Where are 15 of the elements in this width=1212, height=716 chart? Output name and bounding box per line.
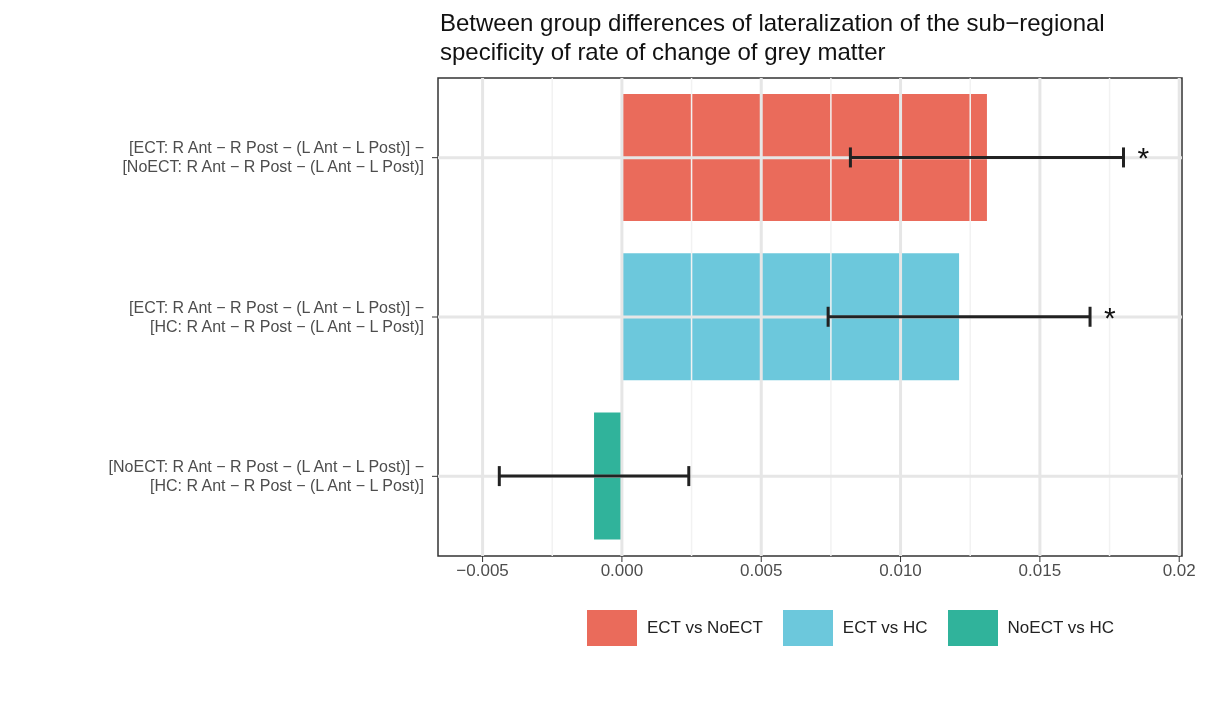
x-tick-label: 0.02 [1162, 561, 1196, 581]
annotation: * [1104, 300, 1117, 334]
chart-title: Between group differences of lateralization of the sub−regional specificity of rate of change of grey matter [440, 8, 1106, 66]
x-tick-label: −0.005 [456, 561, 509, 581]
x-tick-label: 0.000 [600, 561, 644, 581]
legend-label: NoECT vs HC [1007, 618, 1114, 638]
annotation: * [1137, 141, 1150, 175]
x-tick-label: 0.015 [1018, 561, 1062, 581]
legend-label: ECT vs NoECT [646, 618, 763, 638]
y-tick-label: [NoECT: R Ant − R Post − (L Ant − L Post)] − [HC: R Ant − R Post − (L Ant − L Post)] [108, 457, 424, 494]
x-tick-label: 0.010 [879, 561, 922, 581]
x-tick-label: 0.005 [739, 561, 783, 581]
legend-label: ECT vs HC [842, 618, 928, 638]
y-tick-label: [ECT: R Ant − R Post − (L Ant − L Post)] − [NoECT: R Ant − R Post − (L Ant − L Post)] [122, 139, 424, 176]
y-tick-label: [ECT: R Ant − R Post − (L Ant − L Post)] − [HC: R Ant − R Post − (L Ant − L Post)] [129, 298, 424, 335]
